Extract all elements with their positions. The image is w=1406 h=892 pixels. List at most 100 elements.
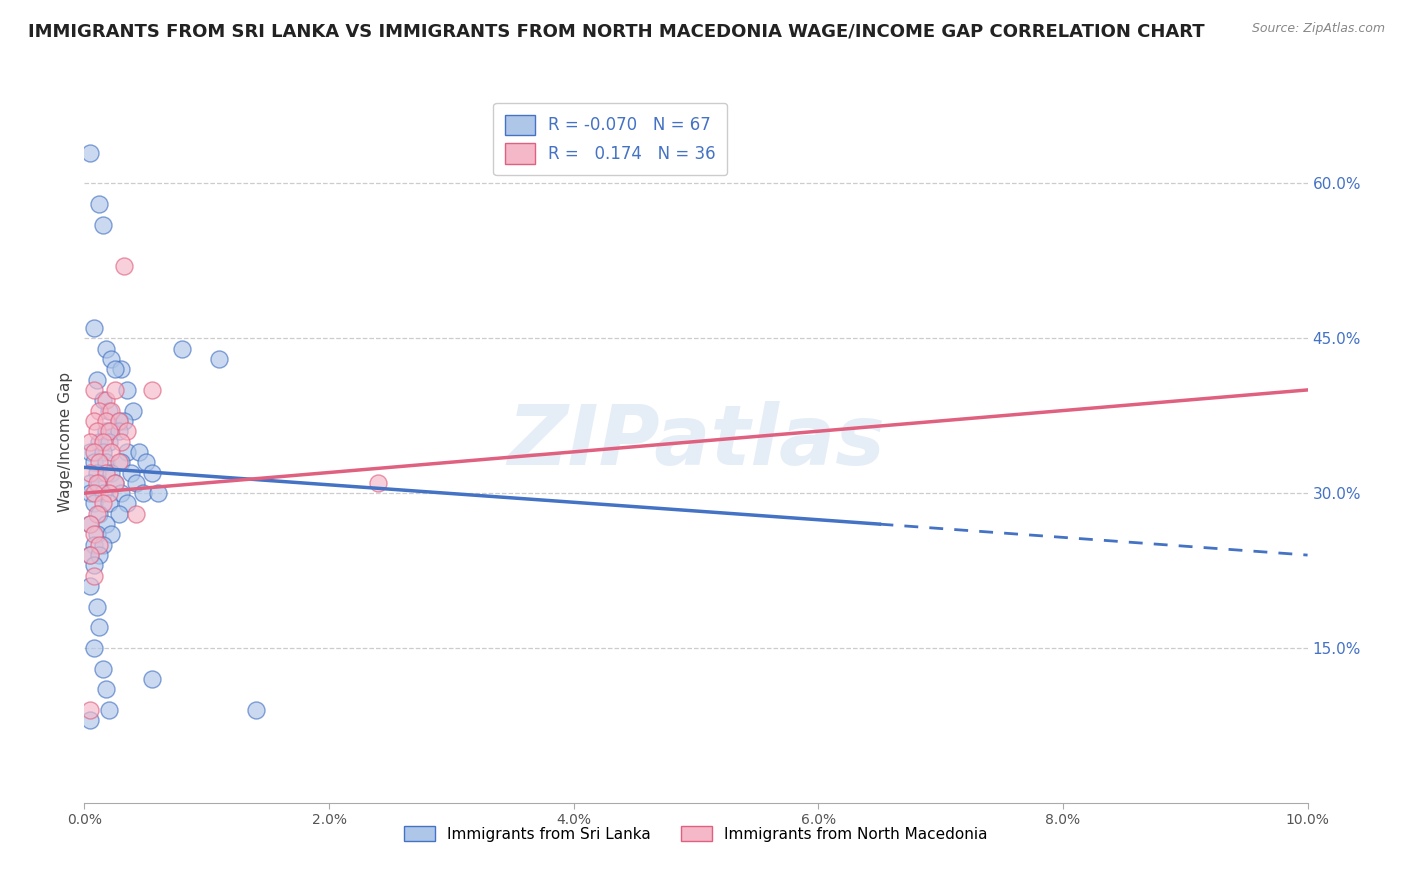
Point	[104, 362, 127, 376]
Point	[110, 434, 132, 449]
Point	[110, 455, 132, 469]
Point	[367, 475, 389, 490]
Point	[97, 434, 120, 449]
Point	[96, 414, 118, 428]
Point	[112, 259, 135, 273]
Point	[91, 538, 114, 552]
Text: Source: ZipAtlas.com: Source: ZipAtlas.com	[1251, 22, 1385, 36]
Point	[79, 486, 101, 500]
Point	[208, 351, 231, 366]
Text: IMMIGRANTS FROM SRI LANKA VS IMMIGRANTS FROM NORTH MACEDONIA WAGE/INCOME GAP COR: IMMIGRANTS FROM SRI LANKA VS IMMIGRANTS …	[28, 22, 1205, 40]
Point	[100, 466, 122, 480]
Point	[128, 445, 150, 459]
Point	[83, 558, 105, 573]
Point	[79, 517, 101, 532]
Point	[100, 351, 122, 366]
Point	[83, 383, 105, 397]
Point	[96, 455, 118, 469]
Point	[107, 414, 129, 428]
Point	[83, 321, 105, 335]
Y-axis label: Wage/Income Gap: Wage/Income Gap	[58, 371, 73, 512]
Point	[87, 197, 110, 211]
Point	[87, 507, 110, 521]
Point	[110, 362, 132, 376]
Point	[83, 496, 105, 510]
Point	[83, 455, 105, 469]
Point	[83, 414, 105, 428]
Point	[96, 342, 118, 356]
Point	[115, 445, 138, 459]
Point	[87, 548, 110, 562]
Point	[83, 486, 105, 500]
Point	[135, 455, 157, 469]
Point	[87, 538, 110, 552]
Point	[79, 517, 101, 532]
Point	[100, 403, 122, 417]
Point	[87, 620, 110, 634]
Point	[120, 466, 142, 480]
Point	[146, 486, 169, 500]
Point	[91, 434, 114, 449]
Point	[86, 466, 108, 480]
Point	[112, 414, 135, 428]
Point	[107, 455, 129, 469]
Point	[91, 662, 114, 676]
Point	[87, 475, 110, 490]
Point	[100, 424, 122, 438]
Point	[97, 486, 120, 500]
Point	[86, 599, 108, 614]
Point	[132, 486, 155, 500]
Point	[104, 475, 127, 490]
Point	[79, 466, 101, 480]
Point	[141, 383, 163, 397]
Point	[172, 342, 194, 356]
Point	[79, 475, 101, 490]
Point	[100, 445, 122, 459]
Point	[79, 434, 101, 449]
Point	[79, 145, 101, 160]
Point	[79, 445, 101, 459]
Point	[107, 507, 129, 521]
Point	[97, 496, 120, 510]
Point	[141, 672, 163, 686]
Point	[96, 517, 118, 532]
Point	[115, 496, 138, 510]
Point	[104, 383, 127, 397]
Point	[110, 486, 132, 500]
Point	[96, 393, 118, 408]
Point	[91, 218, 114, 232]
Point	[91, 496, 114, 510]
Point	[115, 383, 138, 397]
Point	[86, 507, 108, 521]
Point	[83, 568, 105, 582]
Point	[87, 455, 110, 469]
Point	[91, 445, 114, 459]
Point	[91, 486, 114, 500]
Point	[97, 703, 120, 717]
Point	[91, 393, 114, 408]
Point	[83, 640, 105, 655]
Point	[83, 527, 105, 541]
Point	[96, 424, 118, 438]
Legend: Immigrants from Sri Lanka, Immigrants from North Macedonia: Immigrants from Sri Lanka, Immigrants fr…	[396, 818, 995, 849]
Point	[96, 466, 118, 480]
Text: ZIPatlas: ZIPatlas	[508, 401, 884, 482]
Point	[79, 548, 101, 562]
Point	[87, 403, 110, 417]
Point	[97, 403, 120, 417]
Point	[115, 424, 138, 438]
Point	[107, 424, 129, 438]
Point	[86, 424, 108, 438]
Point	[79, 548, 101, 562]
Point	[86, 475, 108, 490]
Point	[79, 579, 101, 593]
Point	[125, 507, 148, 521]
Point	[97, 424, 120, 438]
Point	[79, 713, 101, 727]
Point	[96, 682, 118, 697]
Point	[79, 703, 101, 717]
Point	[104, 475, 127, 490]
Point	[107, 414, 129, 428]
Point	[83, 445, 105, 459]
Point	[86, 527, 108, 541]
